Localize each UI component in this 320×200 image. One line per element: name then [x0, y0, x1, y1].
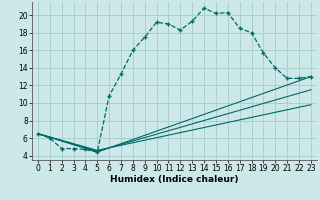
X-axis label: Humidex (Indice chaleur): Humidex (Indice chaleur): [110, 175, 239, 184]
